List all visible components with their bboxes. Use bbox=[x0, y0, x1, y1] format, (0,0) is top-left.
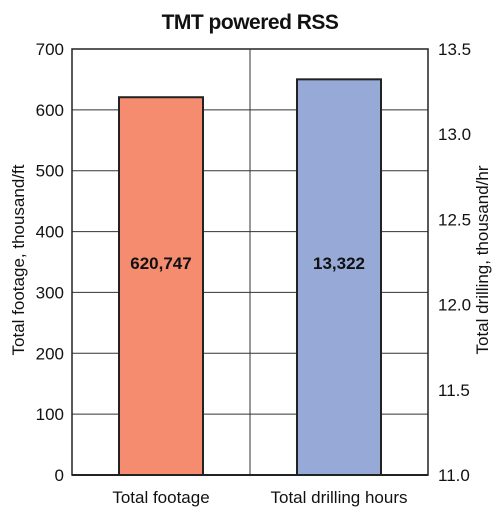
right-tick-label: 11.5 bbox=[438, 381, 470, 400]
left-tick-label: 200 bbox=[36, 344, 64, 363]
plot-frame bbox=[71, 48, 429, 476]
data-label: 13,322 bbox=[313, 254, 365, 273]
right-tick-label: 12.0 bbox=[438, 296, 471, 315]
right-tick-label: 13.0 bbox=[438, 125, 471, 144]
right-tick-label: 12.5 bbox=[438, 210, 471, 229]
left-axis-ticks: 0 100 200 300 400 500 600 700 bbox=[36, 40, 64, 485]
chart-title: TMT powered RSS bbox=[162, 11, 339, 34]
bar bbox=[296, 78, 382, 476]
left-tick-label: 400 bbox=[36, 223, 64, 242]
left-tick-label: 100 bbox=[36, 405, 64, 424]
data-labels: 620,747 13,322 bbox=[130, 254, 365, 273]
left-tick-label: 600 bbox=[36, 101, 64, 120]
left-tick-label: 0 bbox=[55, 466, 64, 485]
right-axis-ticks: 11.0 11.5 12.0 12.5 13.0 13.5 bbox=[438, 40, 471, 485]
left-tick-label: 700 bbox=[36, 40, 64, 59]
bar bbox=[118, 96, 204, 476]
right-axis-label: Total drilling, thousand/hr bbox=[473, 165, 492, 354]
right-tick-label: 11.0 bbox=[438, 466, 470, 485]
left-tick-label: 300 bbox=[36, 283, 64, 302]
left-tick-label: 500 bbox=[36, 162, 64, 181]
right-tick-label: 13.5 bbox=[438, 40, 471, 59]
category-label: Total drilling hours bbox=[270, 488, 407, 507]
left-axis-label: Total footage, thousand/ft bbox=[9, 164, 28, 355]
data-label: 620,747 bbox=[130, 254, 191, 273]
category-label: Total footage bbox=[112, 488, 209, 507]
category-labels: Total footage Total drilling hours bbox=[112, 488, 407, 507]
bars bbox=[118, 78, 382, 476]
